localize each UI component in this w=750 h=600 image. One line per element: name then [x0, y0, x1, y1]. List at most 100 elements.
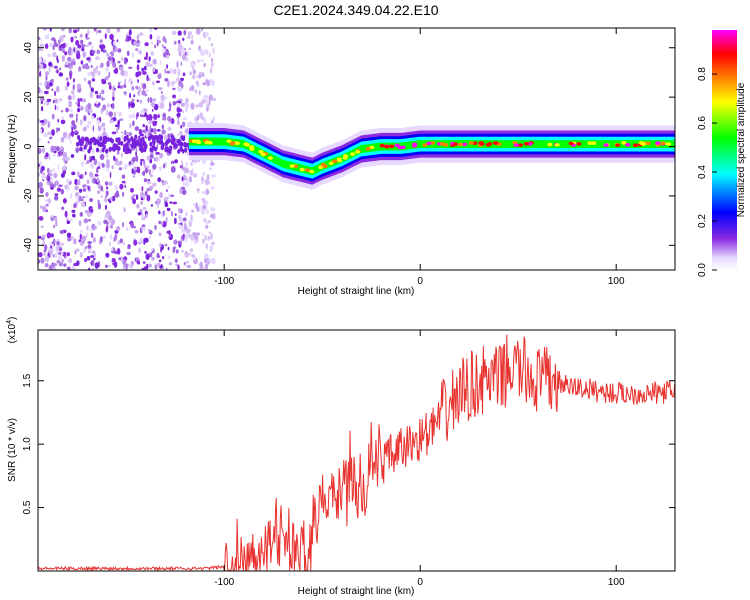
- spectrogram-noise-dot: [178, 214, 182, 221]
- spectrogram-noise-dot: [51, 88, 54, 91]
- spectrogram-noise-dot: [180, 186, 186, 190]
- spectrogram-noise-dot: [102, 235, 106, 239]
- spectrogram-noise-dot: [65, 107, 69, 113]
- spectrogram-noise-dot: [130, 102, 136, 108]
- spectrogram-noise-dot: [97, 202, 101, 210]
- spectrogram-noise-dot: [38, 118, 41, 123]
- spectrogram-noise-dot: [109, 171, 112, 179]
- spectrogram-noise-dot: [194, 89, 198, 94]
- spectrogram-noise-dot: [66, 220, 71, 224]
- spectrogram-noise-dot: [205, 224, 209, 229]
- spectrogram-noise-dot: [64, 184, 69, 189]
- spectrogram-peak: [479, 142, 485, 146]
- spectrogram-noise-dot: [143, 237, 149, 243]
- spectrogram-noise-dot: [202, 233, 204, 237]
- spectrogram-noise-dot: [50, 183, 55, 188]
- spectrogram-noise-dot: [189, 248, 193, 253]
- spectrogram-noise-dot: [143, 178, 148, 183]
- spectrogram-noise-dot: [89, 198, 94, 202]
- spectrogram-noise-dot: [90, 65, 93, 68]
- spectrogram-noise-dot: [94, 262, 99, 269]
- spectrogram-noise-dot: [209, 213, 215, 219]
- spectrogram-noise-dot: [154, 146, 158, 152]
- colorbar-tick-label: 0.4: [697, 165, 708, 179]
- spectrogram-noise-dot: [157, 74, 162, 79]
- spectrogram-noise-dot: [121, 152, 123, 158]
- spectrogram-noise-dot: [112, 62, 117, 68]
- spectrogram-noise-dot: [126, 50, 130, 57]
- spectrogram-noise-dot: [38, 235, 42, 239]
- spectrogram-noise-dot: [41, 173, 46, 180]
- spectrogram-peak: [462, 142, 468, 147]
- spectrogram-noise-dot: [49, 242, 52, 246]
- spectrogram-noise-dot: [206, 103, 210, 109]
- x-tick-label: -100: [214, 577, 234, 588]
- spectrogram-noise-dot: [52, 168, 55, 173]
- spectrogram-noise-dot: [54, 43, 59, 47]
- spectrogram-noise-dot: [53, 150, 57, 154]
- spectrogram-noise-dot: [50, 215, 55, 218]
- spectrogram-noise-dot: [183, 222, 187, 229]
- spectrogram-noise-dot: [121, 180, 126, 184]
- spectrogram-noise-dot: [73, 46, 75, 53]
- spectrogram-noise-dot: [43, 249, 47, 253]
- spectrogram-noise-dot: [137, 48, 140, 54]
- spectrogram-noise-dot: [143, 266, 148, 270]
- spectrogram-noise-dot: [99, 39, 103, 44]
- spectrogram-noise-dot: [85, 194, 88, 199]
- x-tick-label: 100: [608, 577, 625, 588]
- spectrogram-peak: [655, 141, 661, 145]
- spectrogram-noise-dot: [96, 49, 101, 55]
- spectrogram-noise-dot: [106, 137, 110, 142]
- spectrogram-noise-dot: [145, 213, 148, 218]
- spectrogram-noise-dot: [126, 251, 131, 256]
- spectrogram-noise-dot: [162, 112, 166, 120]
- colorbar-label: Normalized spectral amplitude: [736, 82, 747, 217]
- spectrogram-noise-dot: [136, 39, 140, 44]
- spectrogram-noise-dot: [203, 118, 207, 124]
- spectrogram-noise-dot: [172, 94, 177, 99]
- snr-marks: [38, 334, 675, 571]
- spectrogram-noise-dot: [54, 195, 59, 201]
- spectrogram-noise-dot: [96, 65, 99, 70]
- spectrogram-noise-dot: [165, 267, 168, 270]
- spectrogram-noise-dot: [73, 61, 76, 66]
- spectrogram-noise-dot: [54, 104, 57, 111]
- spectrogram-noise-dot: [109, 200, 112, 204]
- spectrogram-noise-dot: [52, 263, 58, 266]
- spectrogram-peak: [309, 169, 315, 174]
- spectrogram-noise-dot: [92, 237, 96, 243]
- spectrogram-noise-dot: [188, 47, 191, 51]
- spectrogram-noise-dot: [153, 135, 157, 141]
- spectrogram-noise-dot: [154, 225, 157, 230]
- snr-y-axis-label: SNR (10 * v/v): [7, 418, 18, 482]
- spectrogram-noise-dot: [114, 184, 118, 192]
- spectrogram-noise-dot: [170, 118, 175, 125]
- spectrogram-noise-dot: [191, 209, 195, 213]
- spectrogram-noise-dot: [164, 147, 168, 152]
- spectrogram-noise-dot: [111, 165, 114, 170]
- spectrogram-noise-dot: [171, 160, 174, 164]
- spectrogram-noise-dot: [108, 84, 112, 90]
- spectrogram-noise-dot: [181, 121, 186, 128]
- spectrogram-noise-dot: [204, 49, 207, 52]
- spectrogram-noise-dot: [162, 210, 166, 217]
- spectrogram-peak: [258, 149, 264, 154]
- spectrogram-noise-dot: [149, 141, 153, 147]
- spectrogram-noise-dot: [45, 74, 48, 81]
- spectrogram-noise-dot: [192, 66, 194, 70]
- spectrogram-noise-dot: [114, 251, 117, 255]
- spectrogram-noise-dot: [142, 170, 146, 176]
- spectrogram-noise-dot: [144, 42, 149, 47]
- spectrogram-noise-dot: [39, 187, 44, 194]
- spectrogram-noise-dot: [84, 171, 87, 176]
- spectrogram-noise-dot: [115, 226, 121, 232]
- spectrogram-noise-dot: [71, 126, 73, 133]
- spectrogram-noise-dot: [81, 98, 86, 103]
- spectrogram-noise-dot: [210, 160, 213, 164]
- spectrogram-peak: [591, 141, 597, 145]
- spectrogram-noise-dot: [94, 90, 99, 95]
- spectrogram-noise-dot: [104, 213, 109, 218]
- spectrogram-noise-dot: [158, 232, 162, 237]
- spectrogram-noise-dot: [78, 66, 82, 72]
